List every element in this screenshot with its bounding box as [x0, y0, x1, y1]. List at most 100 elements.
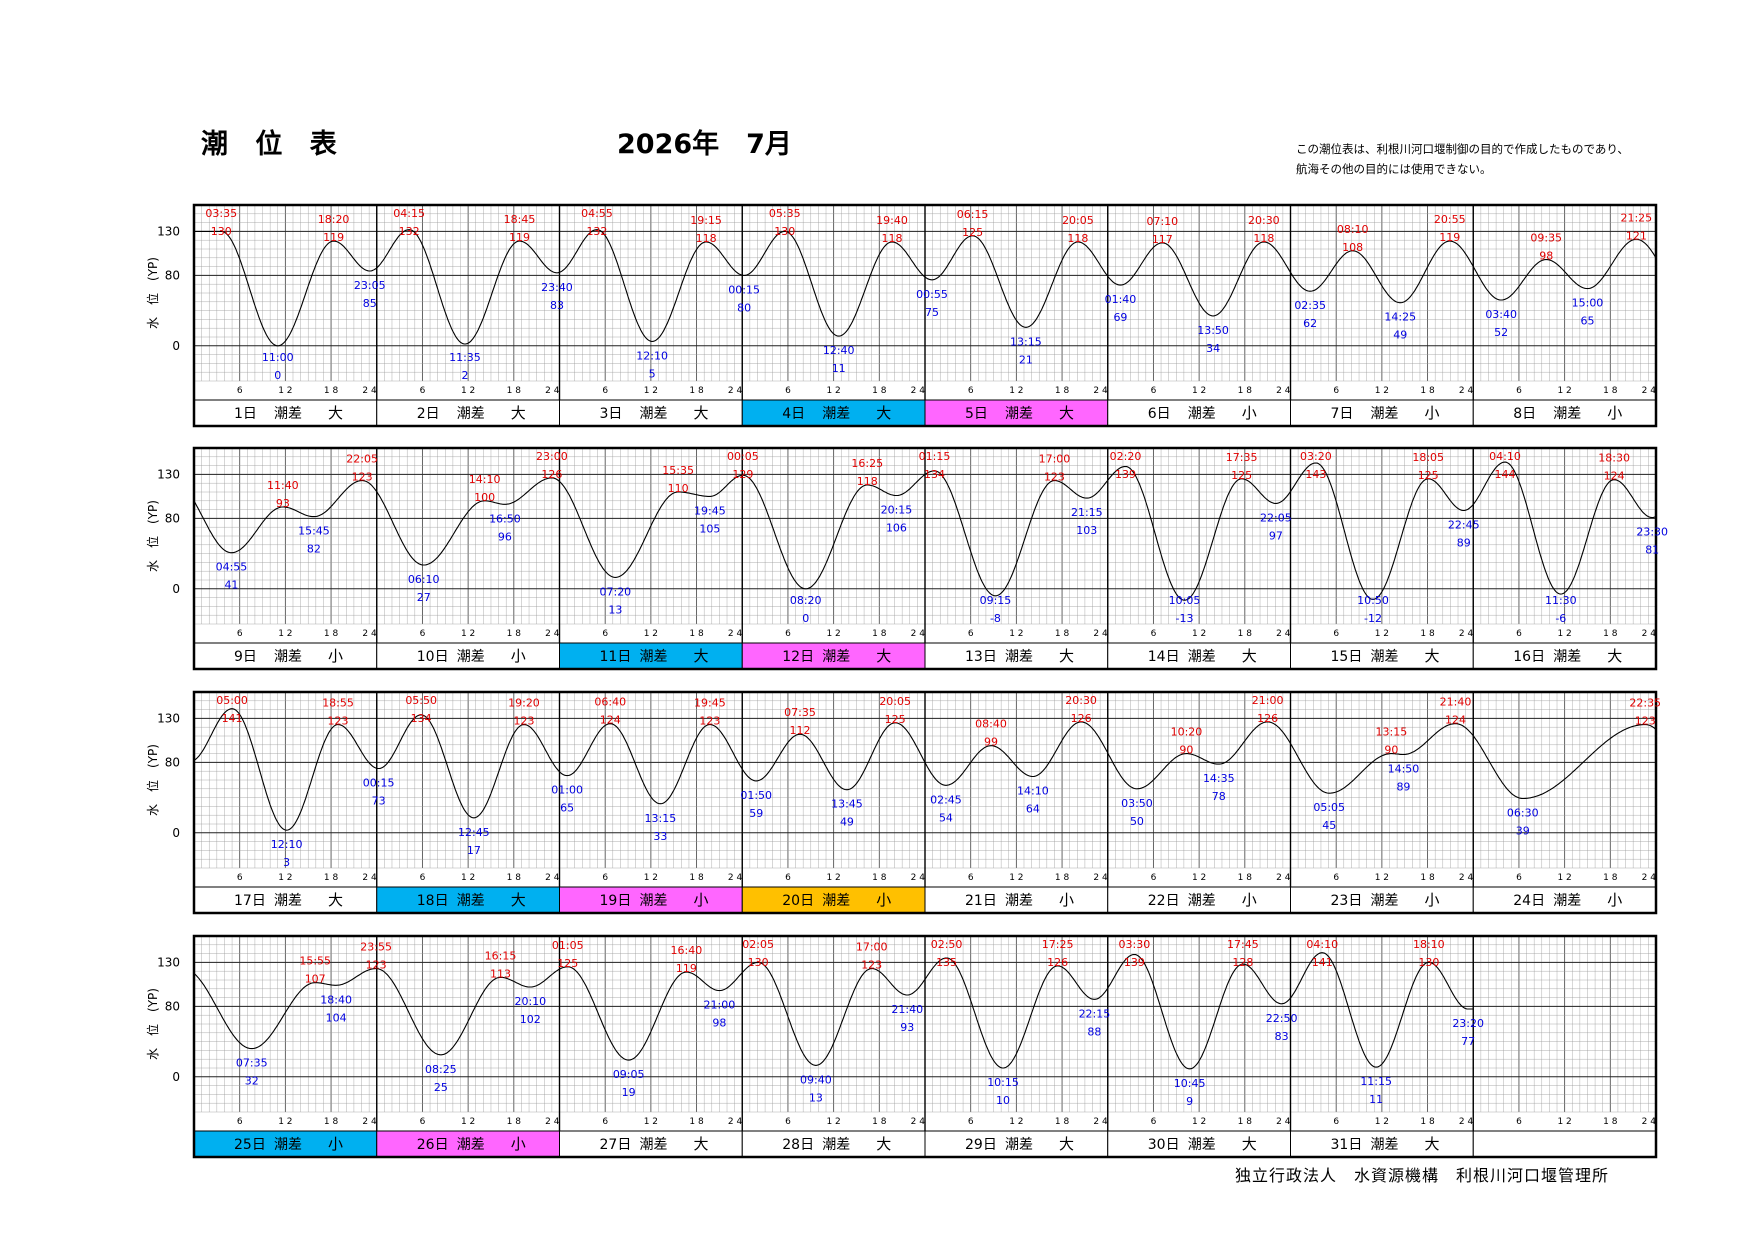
x-tick-label: 6	[1151, 1117, 1157, 1127]
high-tide-time: 05:35	[769, 207, 801, 220]
x-tick-label: 2 4	[362, 629, 377, 639]
low-tide-level: 82	[307, 543, 321, 556]
low-tide-level: 65	[560, 802, 574, 815]
x-tick-label: 6	[237, 1117, 243, 1127]
y-axis-label: 水 位 (YP)	[145, 500, 160, 572]
high-tide-time: 01:05	[552, 939, 584, 952]
high-tide-level: 126	[541, 468, 562, 481]
x-tick-label: 2 4	[362, 873, 377, 883]
low-tide-time: 10:45	[1174, 1077, 1206, 1090]
x-tick-label: 1 8	[507, 873, 522, 883]
high-tide-time: 21:25	[1620, 211, 1652, 224]
tide-diff-label: 潮差	[822, 893, 850, 909]
low-tide-time: 00:55	[916, 288, 948, 301]
tide-diff-label: 潮差	[640, 1137, 668, 1153]
high-tide-level: 144	[1494, 468, 1515, 481]
high-tide-time: 16:15	[485, 949, 517, 962]
x-tick-label: 2 4	[1276, 386, 1291, 396]
tide-diff-value: 小	[1242, 404, 1257, 422]
high-tide-time: 01:15	[919, 450, 951, 463]
tide-diff-label: 潮差	[1553, 893, 1581, 909]
x-tick-label: 1 2	[826, 1117, 840, 1127]
x-tick-label: 6	[237, 386, 243, 396]
x-tick-label: 1 2	[1192, 386, 1206, 396]
x-tick-label: 1 2	[1009, 629, 1023, 639]
low-tide-time: 19:45	[694, 504, 726, 517]
low-tide-level: 103	[1076, 524, 1097, 537]
tide-diff-value: 大	[1242, 647, 1257, 665]
low-tide-time: 01:00	[551, 784, 583, 797]
x-tick-label: 2 4	[1642, 629, 1657, 639]
x-tick-label: 6	[785, 629, 791, 639]
x-tick-label: 1 2	[1557, 386, 1571, 396]
x-tick-label: 1 8	[1055, 873, 1070, 883]
y-tick-label: 0	[172, 339, 180, 353]
high-tide-time: 17:00	[856, 941, 888, 954]
x-tick-label: 1 8	[1238, 873, 1253, 883]
tide-curve	[193, 708, 1657, 831]
high-tide-time: 16:25	[851, 457, 883, 470]
high-tide-time: 14:10	[469, 473, 501, 486]
tide-diff-value: 小	[694, 891, 709, 909]
high-tide-level: 123	[352, 471, 373, 484]
tide-diff-label: 潮差	[1005, 406, 1033, 422]
x-tick-label: 2 4	[1642, 873, 1657, 883]
x-tick-label: 1 2	[644, 629, 658, 639]
x-tick-label: 1 8	[1603, 873, 1618, 883]
x-tick-label: 6	[602, 1117, 608, 1127]
x-tick-label: 1 2	[278, 386, 292, 396]
x-tick-label: 6	[785, 386, 791, 396]
x-tick-label: 6	[785, 873, 791, 883]
high-tide-time: 18:20	[318, 213, 350, 226]
low-tide-time: 23:30	[1636, 526, 1668, 539]
day-label-cell	[741, 642, 926, 670]
x-tick-label: 1 2	[1009, 386, 1023, 396]
day-label-cell	[1290, 399, 1474, 427]
x-tick-label: 1 8	[1420, 386, 1435, 396]
tide-diff-label: 潮差	[822, 649, 850, 665]
tide-diff-label: 潮差	[1371, 1137, 1399, 1153]
x-tick-label: 2 4	[728, 1117, 743, 1127]
tide-diff-label: 潮差	[274, 406, 302, 422]
x-tick-label: 1 2	[1557, 1117, 1571, 1127]
low-tide-level: 13	[809, 1091, 823, 1104]
y-tick-label: 80	[165, 268, 180, 282]
low-tide-level: 45	[1322, 819, 1336, 832]
tide-diff-label: 潮差	[457, 1137, 485, 1153]
day-label: 14日	[1148, 649, 1180, 665]
low-tide-level: 33	[653, 830, 667, 843]
low-tide-level: 88	[1087, 1025, 1101, 1038]
low-tide-time: 06:10	[408, 573, 440, 586]
low-tide-level: -6	[1555, 612, 1566, 625]
day-label: 19日	[600, 893, 632, 909]
low-tide-level: 27	[417, 591, 431, 604]
low-tide-level: 13	[608, 603, 622, 616]
high-tide-level: 93	[276, 497, 290, 510]
tide-curve	[194, 229, 1657, 347]
high-tide-time: 08:10	[1337, 223, 1369, 236]
day-label: 7日	[1331, 406, 1354, 422]
day-label: 31日	[1331, 1137, 1363, 1153]
high-tide-level: 126	[1071, 712, 1092, 725]
low-tide-level: 39	[1516, 824, 1530, 837]
x-tick-label: 6	[602, 873, 608, 883]
tide-diff-value: 大	[876, 647, 891, 665]
low-tide-level: 78	[1212, 790, 1226, 803]
low-tide-time: 05:05	[1313, 801, 1345, 814]
x-tick-label: 1 8	[1238, 386, 1253, 396]
x-tick-label: 1 8	[872, 1117, 887, 1127]
x-tick-label: 1 2	[644, 386, 658, 396]
low-tide-time: 08:20	[790, 594, 822, 607]
low-tide-time: 20:15	[881, 504, 913, 517]
x-tick-label: 1 8	[1603, 386, 1618, 396]
high-tide-time: 20:30	[1065, 694, 1097, 707]
x-tick-label: 2 4	[728, 873, 743, 883]
high-tide-time: 03:30	[1119, 938, 1151, 951]
low-tide-level: 41	[224, 579, 238, 592]
high-tide-time: 19:45	[694, 697, 726, 710]
low-tide-time: 14:25	[1384, 311, 1416, 324]
day-label-cell	[1472, 1130, 1657, 1158]
tide-diff-value: 大	[1607, 647, 1622, 665]
tide-diff-label: 潮差	[274, 893, 302, 909]
x-tick-label: 1 2	[1009, 873, 1023, 883]
